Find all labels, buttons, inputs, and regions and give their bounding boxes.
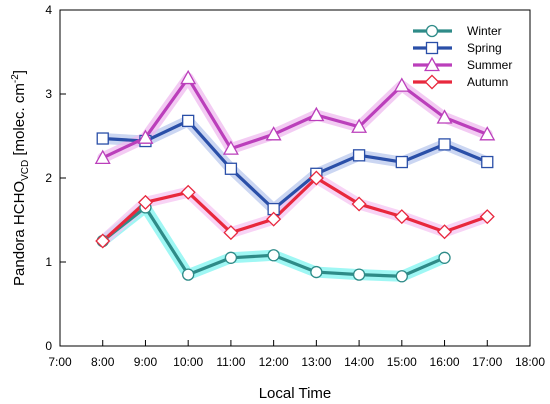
summer-data-point: [393, 77, 410, 92]
summer-data-point: [180, 69, 197, 85]
y-axis-title-unit-exponent: -2: [10, 74, 21, 83]
x-tick-label: 15:00: [387, 355, 417, 369]
y-tick-label: 1: [45, 255, 52, 269]
autumn-data-point: [437, 224, 453, 240]
x-tick-label: 11:00: [216, 355, 245, 369]
winter-data-point: [352, 268, 366, 281]
x-tick-label: 12:00: [259, 355, 289, 369]
summer-data-point: [222, 140, 239, 155]
summer-data-point: [137, 129, 154, 144]
summer-data-point: [265, 126, 282, 141]
x-tick-label: 13:00: [301, 355, 331, 369]
x-tick-label: 16:00: [430, 355, 460, 369]
x-tick-label: 14:00: [344, 355, 374, 369]
autumn-data-point: [394, 209, 410, 225]
autumn-data-point: [308, 170, 324, 186]
summer-data-point: [479, 126, 496, 141]
autumn-data-point: [180, 184, 196, 200]
legend: Winter Spring Summer Autumn: [413, 24, 512, 90]
legend-summer-marker: [424, 56, 440, 72]
x-tick-label: 8:00: [91, 355, 115, 369]
winter-data-point: [182, 268, 195, 281]
winter-data-point: [438, 251, 451, 264]
winter-data-point: [395, 270, 408, 283]
y-axis-title-unit: [molec. cm: [11, 83, 28, 160]
autumn-series-line: [101, 176, 488, 243]
spring-data-point: [481, 155, 494, 169]
plot-frame: [59, 9, 531, 347]
series-markers: [94, 69, 496, 283]
summer-data-point: [94, 149, 111, 164]
autumn-data-point: [479, 209, 495, 225]
legend-spring-label: Spring: [467, 41, 502, 55]
y-tick-label: 4: [45, 3, 52, 17]
spring-data-point: [395, 155, 408, 169]
legend-autumn-label: Autumn: [467, 75, 508, 89]
winter-data-point: [310, 265, 323, 279]
x-tick-label: 9:00: [134, 355, 158, 369]
legend-winter-label: Winter: [467, 24, 502, 38]
spring-data-point: [182, 114, 195, 128]
summer-data-point: [308, 106, 325, 122]
legend-winter-marker: [425, 24, 439, 38]
x-axis: 7:00 8:00 9:00 10:00 11:00 12:00 13:00 14:00 15:…: [48, 340, 545, 369]
summer-data-point: [351, 118, 368, 133]
y-axis-title-main: Pandora HCHO: [11, 181, 28, 286]
summer-series-line: [102, 76, 488, 160]
y-axis-title-subscript: VCD: [20, 160, 31, 181]
summer-data-point: [436, 109, 453, 124]
autumn-data-point: [95, 233, 111, 249]
y-axis-title: Pandora HCHOVCD [molec. cm-2]: [10, 70, 31, 286]
spring-data-point: [96, 132, 109, 145]
x-tick-label: 7:00: [48, 355, 72, 369]
y-axis-title-unit-close: ]: [11, 70, 28, 74]
winter-data-point: [267, 249, 280, 262]
spring-data-point: [224, 162, 238, 175]
autumn-data-point: [266, 211, 282, 227]
x-tick-label: 10:00: [173, 355, 203, 369]
autumn-data-point: [223, 225, 239, 241]
spring-data-point: [352, 149, 366, 162]
spring-data-point: [438, 138, 451, 151]
winter-data-point: [224, 251, 238, 264]
spring-series-line: [102, 119, 488, 211]
x-tick-label: 18:00: [515, 355, 545, 369]
y-axis: 0 1 2 3 4: [45, 3, 66, 353]
y-tick-label: 0: [45, 339, 52, 353]
legend-autumn-marker: [424, 74, 440, 90]
x-axis-title: Local Time: [259, 385, 332, 402]
legend-summer-label: Summer: [467, 58, 512, 72]
x-tick-label: 17:00: [472, 355, 502, 369]
legend-spring-marker: [425, 41, 439, 55]
y-tick-label: 3: [45, 87, 52, 101]
autumn-data-point: [137, 194, 153, 210]
autumn-data-point: [351, 196, 367, 212]
y-tick-label: 2: [45, 171, 52, 185]
